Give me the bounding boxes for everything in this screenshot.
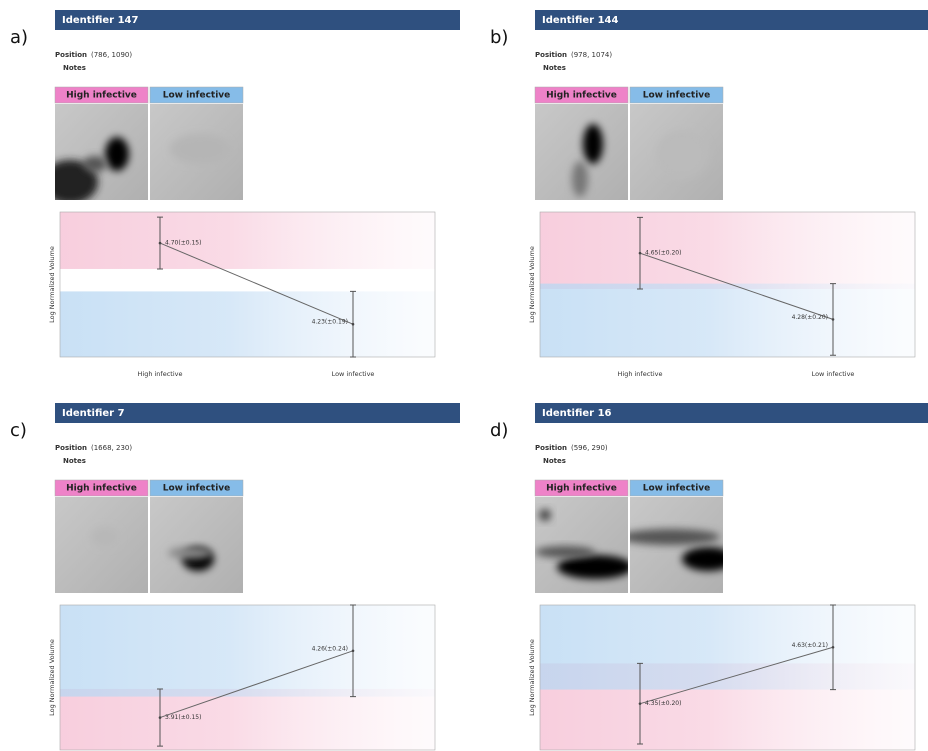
y-axis-label: Log Normalized Volume bbox=[528, 639, 536, 716]
figure: a) Identifier 147 Position (786, 1090) Notes… bbox=[0, 0, 928, 751]
notes: Notes bbox=[543, 457, 566, 465]
gel-spots bbox=[656, 130, 708, 178]
y-axis-label: Log Normalized Volume bbox=[48, 639, 56, 716]
gel-spots bbox=[91, 527, 119, 547]
data-label: 4.26(±0.24) bbox=[312, 645, 348, 652]
gel-image bbox=[42, 104, 148, 204]
gel-background bbox=[630, 497, 723, 593]
position-value: (1668, 230) bbox=[91, 444, 132, 452]
group-label: Low infective bbox=[643, 484, 711, 494]
position-value: (596, 290) bbox=[571, 444, 608, 452]
panel-title: Identifier 7 bbox=[62, 408, 125, 419]
group-band bbox=[60, 605, 435, 697]
position-label: Position bbox=[535, 51, 567, 59]
chart: Log Normalized Volume 4.70(±0.15) High inf… bbox=[48, 212, 435, 378]
gel-spot bbox=[557, 555, 633, 579]
data-point bbox=[639, 702, 642, 705]
data-label: 4.70(±0.15) bbox=[165, 240, 201, 247]
gel-spot bbox=[83, 156, 107, 172]
data-label: 3.91(±0.15) bbox=[165, 714, 201, 721]
data-point bbox=[832, 318, 835, 321]
panel-title: Identifier 16 bbox=[542, 408, 612, 419]
x-tick-label: Low infective bbox=[812, 370, 855, 378]
gel-image bbox=[150, 104, 243, 200]
data-point bbox=[639, 252, 642, 255]
x-tick-label: High infective bbox=[138, 370, 183, 378]
panel-title: Identifier 144 bbox=[542, 15, 619, 26]
chart: Log Normalized Volume3.91(±0.15)Infectiv… bbox=[48, 605, 435, 751]
notes: Notes bbox=[63, 457, 86, 465]
data-point bbox=[159, 716, 162, 719]
panel: c) Identifier 7 Position (1668, 230) Notes Hi… bbox=[10, 403, 460, 751]
group-label: Low infective bbox=[643, 91, 711, 101]
panel: a) Identifier 147 Position (786, 1090) Notes… bbox=[10, 10, 460, 378]
gel-image bbox=[630, 104, 723, 200]
position-value: (978, 1074) bbox=[571, 51, 612, 59]
group-label: High infective bbox=[66, 91, 137, 101]
position-label: Position bbox=[535, 444, 567, 452]
y-axis-label: Log Normalized Volume bbox=[528, 246, 536, 323]
gel-spot bbox=[620, 529, 720, 545]
panel-letter: b) bbox=[490, 27, 508, 48]
chart: Log Normalized Volume4.35(±0.20)Infectiv… bbox=[528, 605, 915, 751]
panel-letter: a) bbox=[10, 27, 28, 48]
gel-spots bbox=[170, 134, 230, 164]
data-label: 4.35(±0.20) bbox=[645, 700, 681, 707]
gel-background bbox=[150, 497, 243, 593]
gel-image bbox=[55, 497, 148, 593]
gel-spot bbox=[170, 134, 230, 164]
group-band bbox=[60, 291, 435, 357]
group-band bbox=[60, 212, 435, 269]
chart: Log Normalized Volume 4.65(±0.20) High inf… bbox=[528, 212, 915, 378]
group-label: High infective bbox=[66, 484, 137, 494]
data-label: 4.28(±0.20) bbox=[792, 314, 828, 321]
gel-image bbox=[620, 497, 734, 593]
data-point bbox=[159, 242, 162, 245]
y-axis-label: Log Normalized Volume bbox=[48, 246, 56, 323]
data-label: 4.23(±0.19) bbox=[312, 319, 348, 326]
x-tick-label: Low infective bbox=[332, 370, 375, 378]
group-band bbox=[540, 284, 915, 357]
notes: Notes bbox=[543, 64, 566, 72]
gel-image bbox=[150, 497, 243, 593]
gel-image bbox=[535, 497, 633, 593]
group-band bbox=[540, 605, 915, 690]
group-band bbox=[60, 689, 435, 750]
position-value: (786, 1090) bbox=[91, 51, 132, 59]
gel-spot bbox=[583, 124, 603, 164]
group-label: High infective bbox=[546, 91, 617, 101]
position-label: Position bbox=[55, 51, 87, 59]
panel: d) Identifier 16 Position (596, 290) Notes Hi… bbox=[490, 403, 928, 751]
gel-spot bbox=[682, 547, 734, 571]
gel-spot bbox=[535, 546, 595, 558]
data-point bbox=[352, 323, 355, 326]
gel-spot bbox=[572, 161, 588, 197]
group-band bbox=[540, 212, 915, 289]
gel-spot bbox=[539, 509, 551, 521]
group-label: Low infective bbox=[163, 91, 231, 101]
gel-spot bbox=[91, 527, 119, 547]
panel-letter: c) bbox=[10, 420, 27, 441]
panel-letter: d) bbox=[490, 420, 508, 441]
gel-image bbox=[535, 104, 628, 200]
data-point bbox=[832, 646, 835, 649]
gel-spot bbox=[105, 137, 129, 171]
group-label: Low infective bbox=[163, 484, 231, 494]
notes: Notes bbox=[63, 64, 86, 72]
gel-spot bbox=[168, 547, 212, 559]
group-label: High infective bbox=[546, 484, 617, 494]
position-label: Position bbox=[55, 444, 87, 452]
panel-title: Identifier 147 bbox=[62, 15, 139, 26]
x-tick-label: High infective bbox=[618, 370, 663, 378]
data-label: 4.63(±0.21) bbox=[792, 642, 828, 649]
gel-spot bbox=[656, 130, 708, 178]
panel: b) Identifier 144 Position (978, 1074) Notes… bbox=[490, 10, 928, 378]
data-point bbox=[352, 649, 355, 652]
data-label: 4.65(±0.20) bbox=[645, 250, 681, 257]
